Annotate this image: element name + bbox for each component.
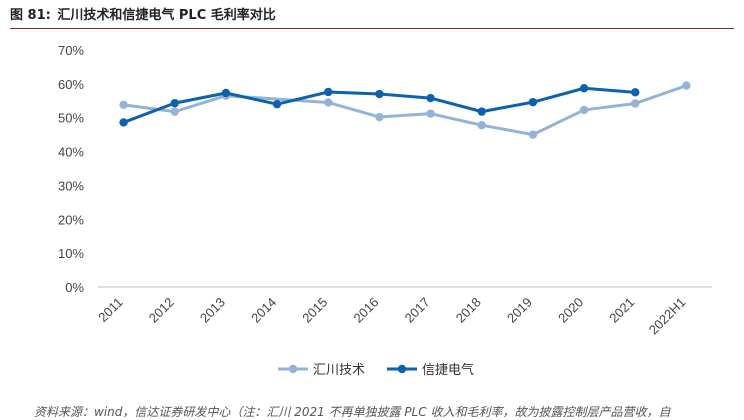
data-point — [682, 81, 691, 90]
data-point — [170, 98, 179, 108]
data-point — [426, 93, 435, 103]
figure-number: 图 81: — [10, 8, 51, 23]
data-point — [477, 120, 486, 130]
source-note: 资料来源：wind，信达证券研发中心（注：汇川 2021 不再单独披露 PLC … — [34, 405, 671, 419]
y-tick-label: 30% — [58, 178, 84, 193]
series-line-1 — [122, 84, 688, 137]
x-tick-label: 2015 — [299, 295, 330, 326]
legend-label: 汇川技术 — [313, 363, 365, 378]
data-point — [579, 105, 589, 115]
y-tick-label: 10% — [58, 246, 84, 261]
x-tick-label: 2016 — [350, 295, 381, 326]
legend-swatch-marker — [397, 364, 407, 374]
x-tick-label: 2013 — [197, 295, 228, 326]
data-point — [375, 112, 384, 122]
x-tick-label: 2018 — [453, 295, 484, 326]
x-tick-label: 2021 — [606, 295, 637, 326]
data-point — [324, 87, 333, 97]
y-tick-label: 60% — [58, 77, 84, 92]
y-tick-label: 70% — [58, 43, 84, 58]
data-point — [272, 99, 282, 109]
data-point — [170, 107, 179, 116]
data-point — [528, 97, 538, 107]
x-tick-label: 2011 — [95, 295, 125, 325]
data-point — [375, 89, 384, 99]
figure-title-text: 汇川技术和信捷电气 PLC 毛利率对比 — [57, 8, 276, 23]
legend-swatch-marker — [288, 364, 298, 374]
data-point — [119, 100, 128, 110]
x-tick-label: 2012 — [146, 295, 177, 326]
data-point — [631, 99, 640, 108]
x-tick-label: 2017 — [402, 295, 433, 326]
data-point — [426, 109, 435, 118]
legend-label: 信捷电气 — [422, 362, 474, 378]
data-point — [631, 88, 640, 97]
y-tick-label: 50% — [58, 111, 84, 126]
x-tick-label: 2022H1 — [646, 295, 689, 338]
x-tick-label: 2019 — [504, 295, 535, 326]
figure-title: 图 81: 汇川技术和信捷电气 PLC 毛利率对比 — [10, 6, 734, 29]
data-point — [221, 88, 231, 98]
data-point — [324, 98, 333, 107]
y-tick-label: 20% — [58, 212, 84, 227]
data-point — [119, 118, 128, 127]
x-tick-label: 2014 — [248, 295, 279, 326]
y-tick-label: 0% — [65, 280, 84, 295]
x-tick-label: 2020 — [555, 295, 586, 326]
data-point — [528, 130, 538, 139]
y-tick-label: 40% — [58, 145, 84, 160]
data-point — [477, 107, 486, 116]
data-point — [579, 84, 589, 93]
